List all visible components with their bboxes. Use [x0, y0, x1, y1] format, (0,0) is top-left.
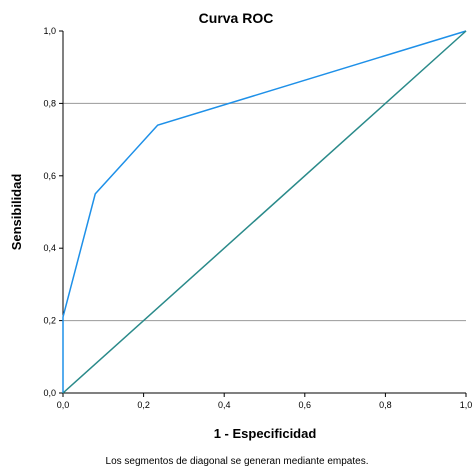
series-line-0: [62, 30, 467, 393]
x-tick-label-2: 0,4: [218, 400, 231, 410]
y-tick-label-4: 0,8: [43, 98, 56, 108]
x-axis-label: 1 - Especificidad: [214, 426, 317, 441]
x-tick-label-4: 0,8: [379, 400, 392, 410]
gridlines: [63, 102, 466, 322]
series-lines: [62, 30, 467, 394]
y-tick-label-2: 0,4: [43, 243, 56, 253]
footnote: Los segmentos de diagonal se generan med…: [106, 456, 369, 467]
y-tick-label-0: 0,0: [43, 388, 56, 398]
y-ticks: 0,0 0,2 0,4 0,6 0,8 1,0: [43, 26, 63, 398]
y-tick-label-1: 0,2: [43, 316, 56, 326]
x-tick-label-1: 0,2: [137, 400, 150, 410]
x-ticks: 0,0 0,2 0,4 0,6 0,8 1,0: [57, 393, 473, 410]
y-tick-label-3: 0,6: [43, 171, 56, 181]
x-tick-label-0: 0,0: [57, 400, 70, 410]
x-tick-label-3: 0,6: [299, 400, 312, 410]
y-tick-label-5: 1,0: [43, 26, 56, 36]
series-line-1: [62, 30, 467, 394]
chart-title: Curva ROC: [199, 10, 274, 26]
x-tick-label-5: 1,0: [460, 400, 473, 410]
y-axis-label: Sensibilidad: [9, 174, 24, 251]
